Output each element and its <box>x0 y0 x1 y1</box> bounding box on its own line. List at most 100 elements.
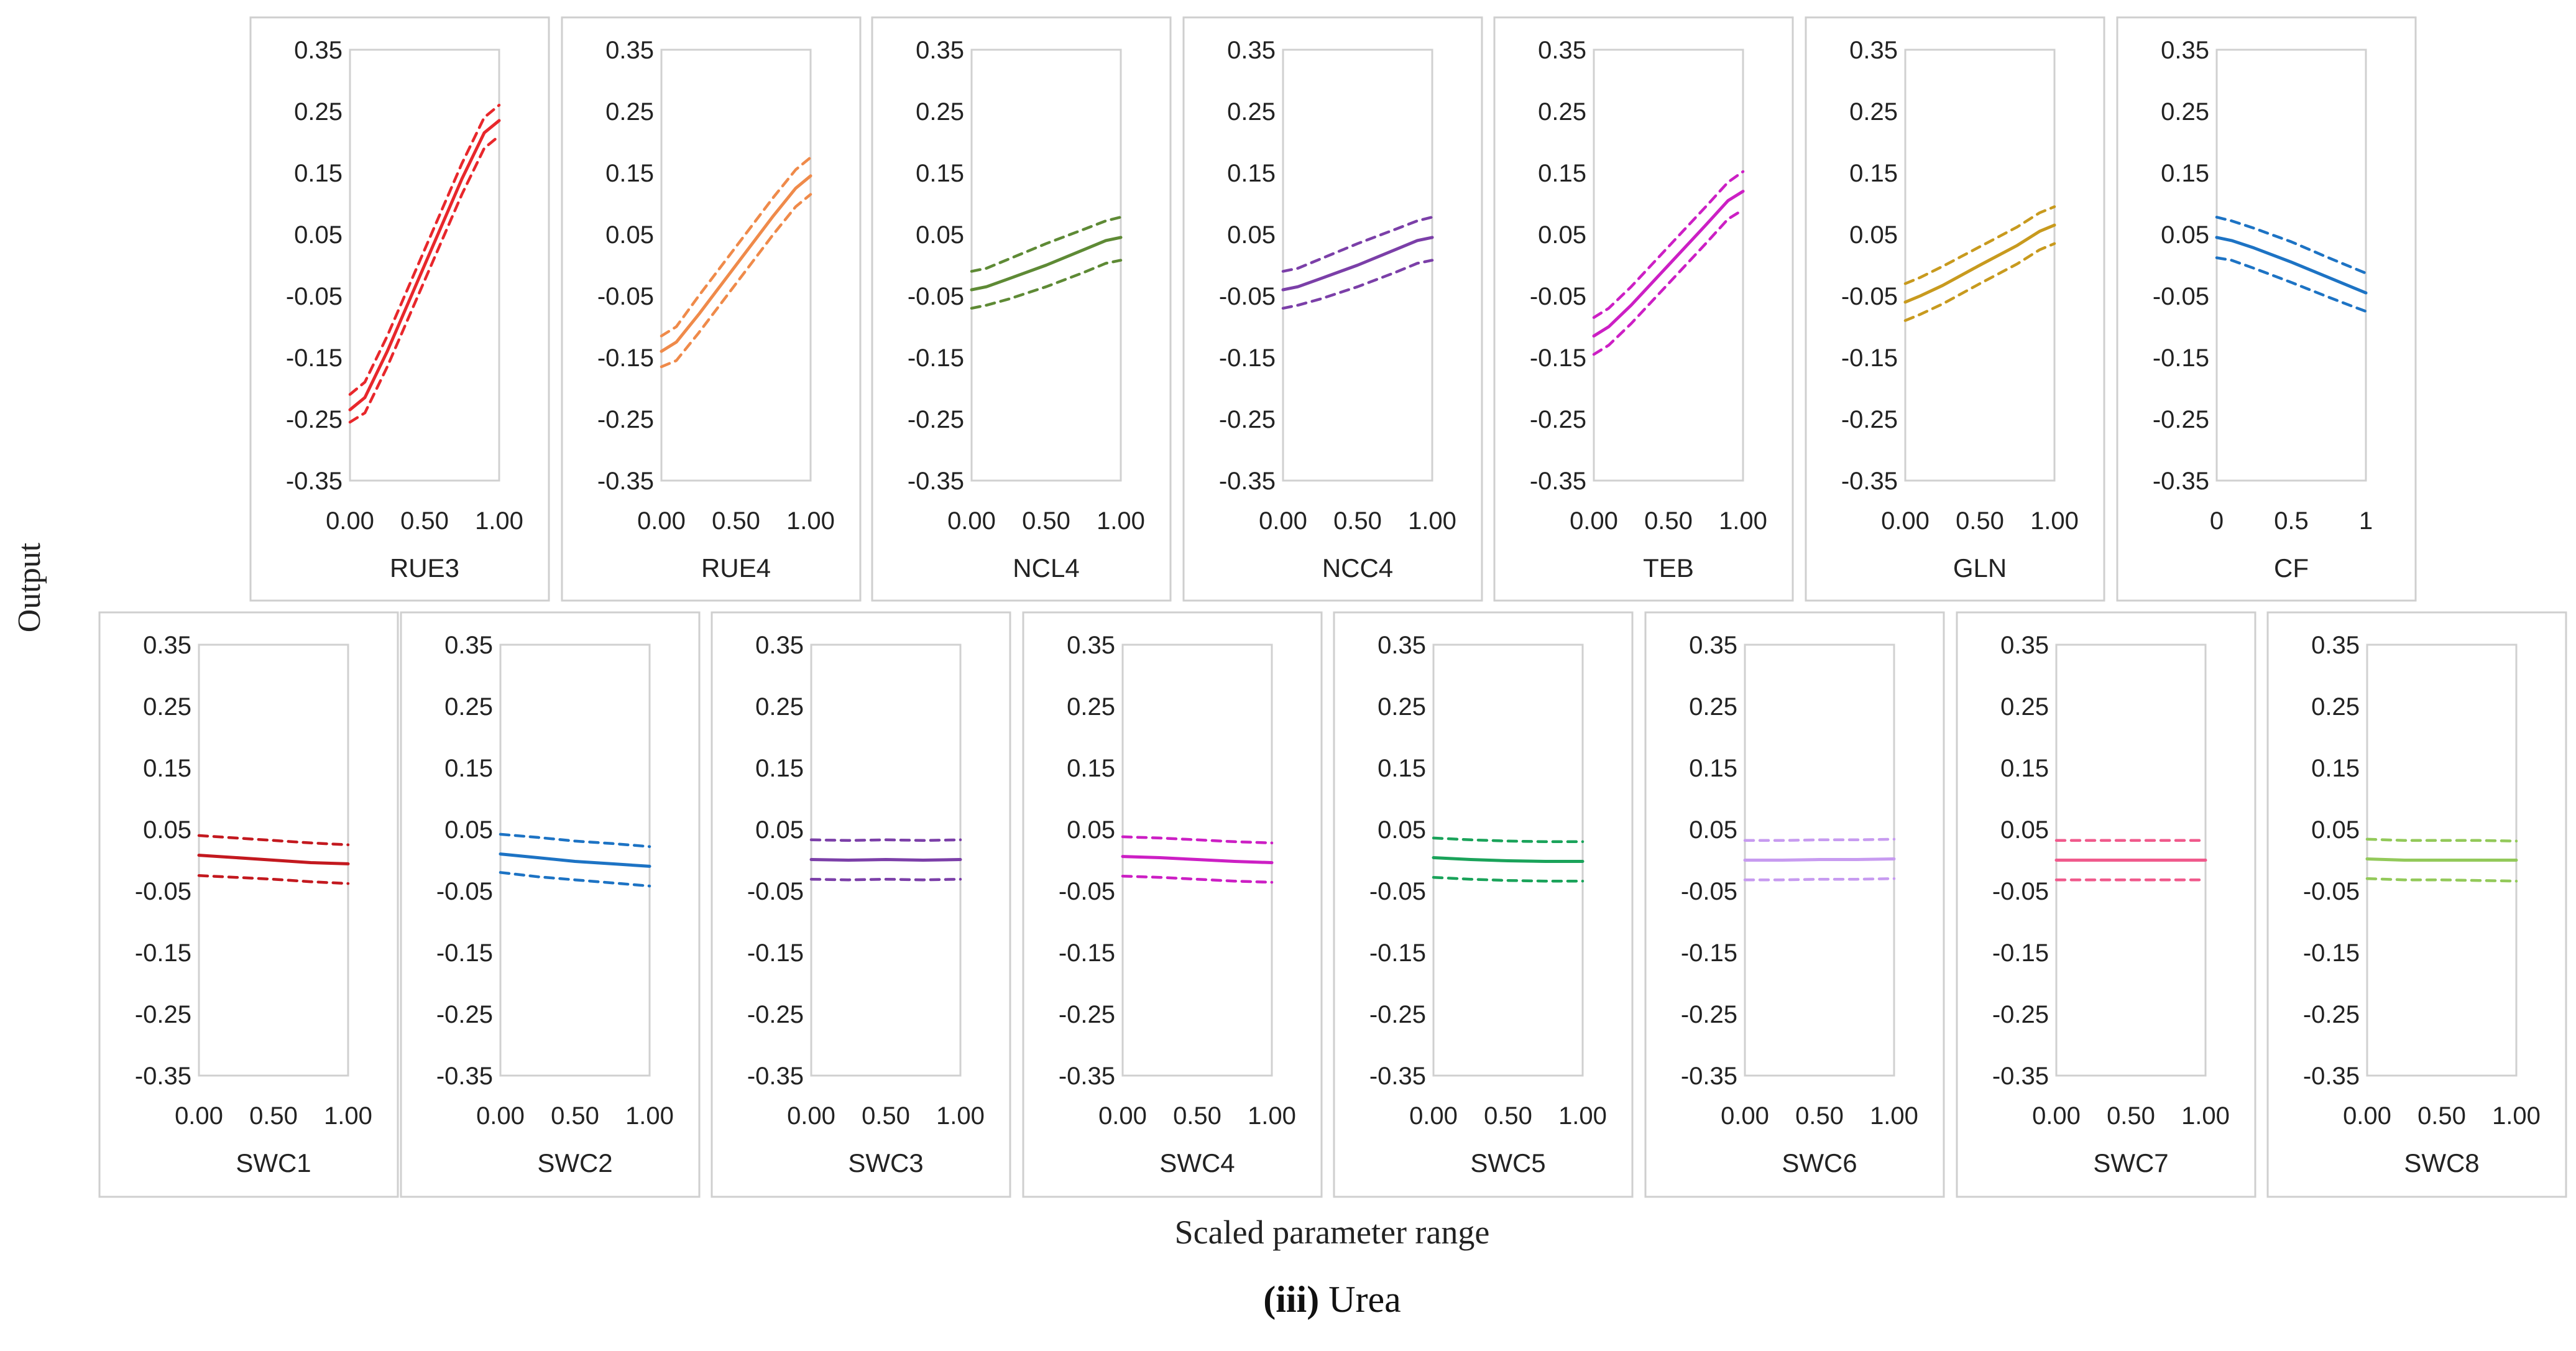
panel-ncl4: 0.35 0.25 0.15 0.05 -0.05 -0.15 -0.25 -0.35 0.00… <box>871 16 1172 602</box>
x-axis-label: NCC4 <box>1322 553 1393 583</box>
y-tick-label: -0.35 <box>2303 1063 2360 1090</box>
x-tick-label: 0.50 <box>249 1102 298 1130</box>
upper-bound-line <box>499 832 651 848</box>
x-tick-label: 0.50 <box>400 507 449 535</box>
y-tick-label: 0.15 <box>916 160 964 187</box>
y-tick-label: 0.25 <box>755 693 804 721</box>
y-tick-label: 0.25 <box>1689 693 1737 721</box>
y-tick-label: -0.35 <box>1059 1063 1115 1090</box>
x-tick-label: 0.00 <box>1570 507 1618 535</box>
upper-bound-line <box>660 156 812 338</box>
mean-line <box>1121 855 1274 864</box>
x-tick-label: 1.00 <box>1870 1102 1918 1130</box>
y-tick-label: -0.35 <box>1681 1063 1737 1090</box>
y-tick-label: 0.35 <box>1538 37 1586 64</box>
x-tick-label: 0 <box>2210 507 2224 535</box>
x-axis-label: SWC5 <box>1470 1148 1545 1178</box>
upper-bound-line <box>1743 837 1896 842</box>
panel-swc3: 0.35 0.25 0.15 0.05 -0.05 -0.15 -0.25 -0.35 0.00… <box>711 611 1011 1198</box>
plot-area <box>349 48 500 482</box>
x-tick-label: 1.00 <box>1097 507 1145 535</box>
lower-bound-line <box>1903 242 2056 322</box>
y-tick-label: -0.15 <box>597 344 654 372</box>
y-tick-label: 0.35 <box>143 632 191 659</box>
mean-line <box>2215 236 2368 295</box>
y-tick-label: -0.25 <box>2303 1001 2360 1028</box>
panel-cf: 0.35 0.25 0.15 0.05 -0.05 -0.15 -0.25 -0.350 0.5… <box>2116 16 2417 602</box>
panel-swc1: 0.35 0.25 0.15 0.05 -0.05 -0.15 -0.25 -0.35 0.00… <box>98 611 399 1198</box>
x-tick-label: 0.00 <box>1098 1102 1147 1130</box>
x-tick-label: 0.50 <box>1795 1102 1844 1130</box>
x-tick-label: 0.50 <box>1484 1102 1532 1130</box>
y-tick-label: 0.35 <box>1378 632 1426 659</box>
y-tick-label: 0.05 <box>1227 221 1276 249</box>
y-tick-label: 0.05 <box>2000 816 2049 844</box>
plot-area <box>1282 48 1433 482</box>
x-tick-label: 1.00 <box>625 1102 674 1130</box>
y-tick-label: 0.15 <box>294 160 343 187</box>
y-tick-label: -0.25 <box>436 1001 493 1028</box>
y-tick-label: -0.25 <box>1059 1001 1115 1028</box>
x-tick-label: 0.5 <box>2274 507 2309 535</box>
y-tick-label: 0.15 <box>605 160 654 187</box>
y-tick-label: -0.05 <box>1530 283 1586 310</box>
y-tick-label: -0.35 <box>1369 1063 1426 1090</box>
y-tick-label: -0.15 <box>2153 344 2209 372</box>
panel-teb: 0.35 0.25 0.15 0.05 -0.05 -0.15 -0.25 -0.35 0.00… <box>1493 16 1794 602</box>
y-tick-label: -0.15 <box>1059 939 1115 967</box>
mean-line <box>1432 856 1585 863</box>
y-tick-label: -0.05 <box>1059 878 1115 905</box>
y-tick-label: -0.25 <box>1841 406 1898 433</box>
panel-gln: 0.35 0.25 0.15 0.05 -0.05 -0.15 -0.25 -0.35 0.00… <box>1805 16 2105 602</box>
y-tick-label: -0.25 <box>908 406 964 433</box>
x-tick-label: 1.00 <box>475 507 523 535</box>
x-tick-label: 0.00 <box>2343 1102 2391 1130</box>
y-tick-label: 0.15 <box>1067 755 1115 782</box>
y-tick-label: 0.15 <box>1849 160 1898 187</box>
plot-area <box>198 643 349 1077</box>
upper-bound-line <box>1121 835 1274 845</box>
plot-area <box>2215 48 2367 482</box>
y-tick-label: 0.35 <box>2311 632 2360 659</box>
plot-area <box>660 48 812 482</box>
y-tick-label: 0.15 <box>1378 755 1426 782</box>
y-tick-label: 0.15 <box>143 755 191 782</box>
x-axis-label: CF <box>2274 553 2309 583</box>
y-tick-label: 0.05 <box>143 816 191 844</box>
y-tick-label: 0.35 <box>1689 632 1737 659</box>
x-axis-label: GLN <box>1953 553 2007 583</box>
x-axis-label: TEB <box>1643 553 1694 583</box>
panel-rue4: 0.35 0.25 0.15 0.05 -0.05 -0.15 -0.25 -0.35 0.00… <box>561 16 862 602</box>
x-tick-label: 0.50 <box>1956 507 2004 535</box>
y-tick-label: -0.15 <box>1219 344 1276 372</box>
y-tick-label: 0.25 <box>1378 693 1426 721</box>
lower-bound-line <box>499 871 651 888</box>
mean-line <box>348 119 501 412</box>
y-tick-label: -0.25 <box>1530 406 1586 433</box>
y-tick-label: 0.05 <box>755 816 804 844</box>
lower-bound-line <box>1121 874 1274 884</box>
y-tick-label: -0.35 <box>286 468 343 495</box>
x-tick-label: 0.00 <box>326 507 374 535</box>
y-tick-label: 0.05 <box>2161 221 2209 249</box>
y-axis-title: Output <box>12 542 47 632</box>
panel-ncc4: 0.35 0.25 0.15 0.05 -0.05 -0.15 -0.25 -0.35 0.00… <box>1182 16 1483 602</box>
y-tick-label: 0.15 <box>2161 160 2209 187</box>
upper-bound-line <box>1432 836 1585 844</box>
x-tick-label: 0.00 <box>1881 507 1930 535</box>
lower-bound-line <box>1281 259 1434 310</box>
panel-swc5: 0.35 0.25 0.15 0.05 -0.05 -0.15 -0.25 -0.35 0.00… <box>1333 611 1634 1198</box>
x-tick-label: 0.50 <box>2417 1102 2466 1130</box>
plot-area <box>499 643 651 1077</box>
upper-bound-line <box>1903 205 2056 285</box>
x-tick-label: 0.00 <box>1259 507 1307 535</box>
y-tick-label: -0.35 <box>1841 468 1898 495</box>
lower-bound-line <box>1743 877 1896 882</box>
y-tick-label: 0.35 <box>1849 37 1898 64</box>
y-tick-label: -0.15 <box>1681 939 1737 967</box>
y-tick-label: 0.35 <box>755 632 804 659</box>
x-tick-label: 1.00 <box>2030 507 2079 535</box>
y-tick-label: 0.15 <box>444 755 493 782</box>
mean-line <box>197 854 350 865</box>
y-tick-label: -0.05 <box>436 878 493 905</box>
